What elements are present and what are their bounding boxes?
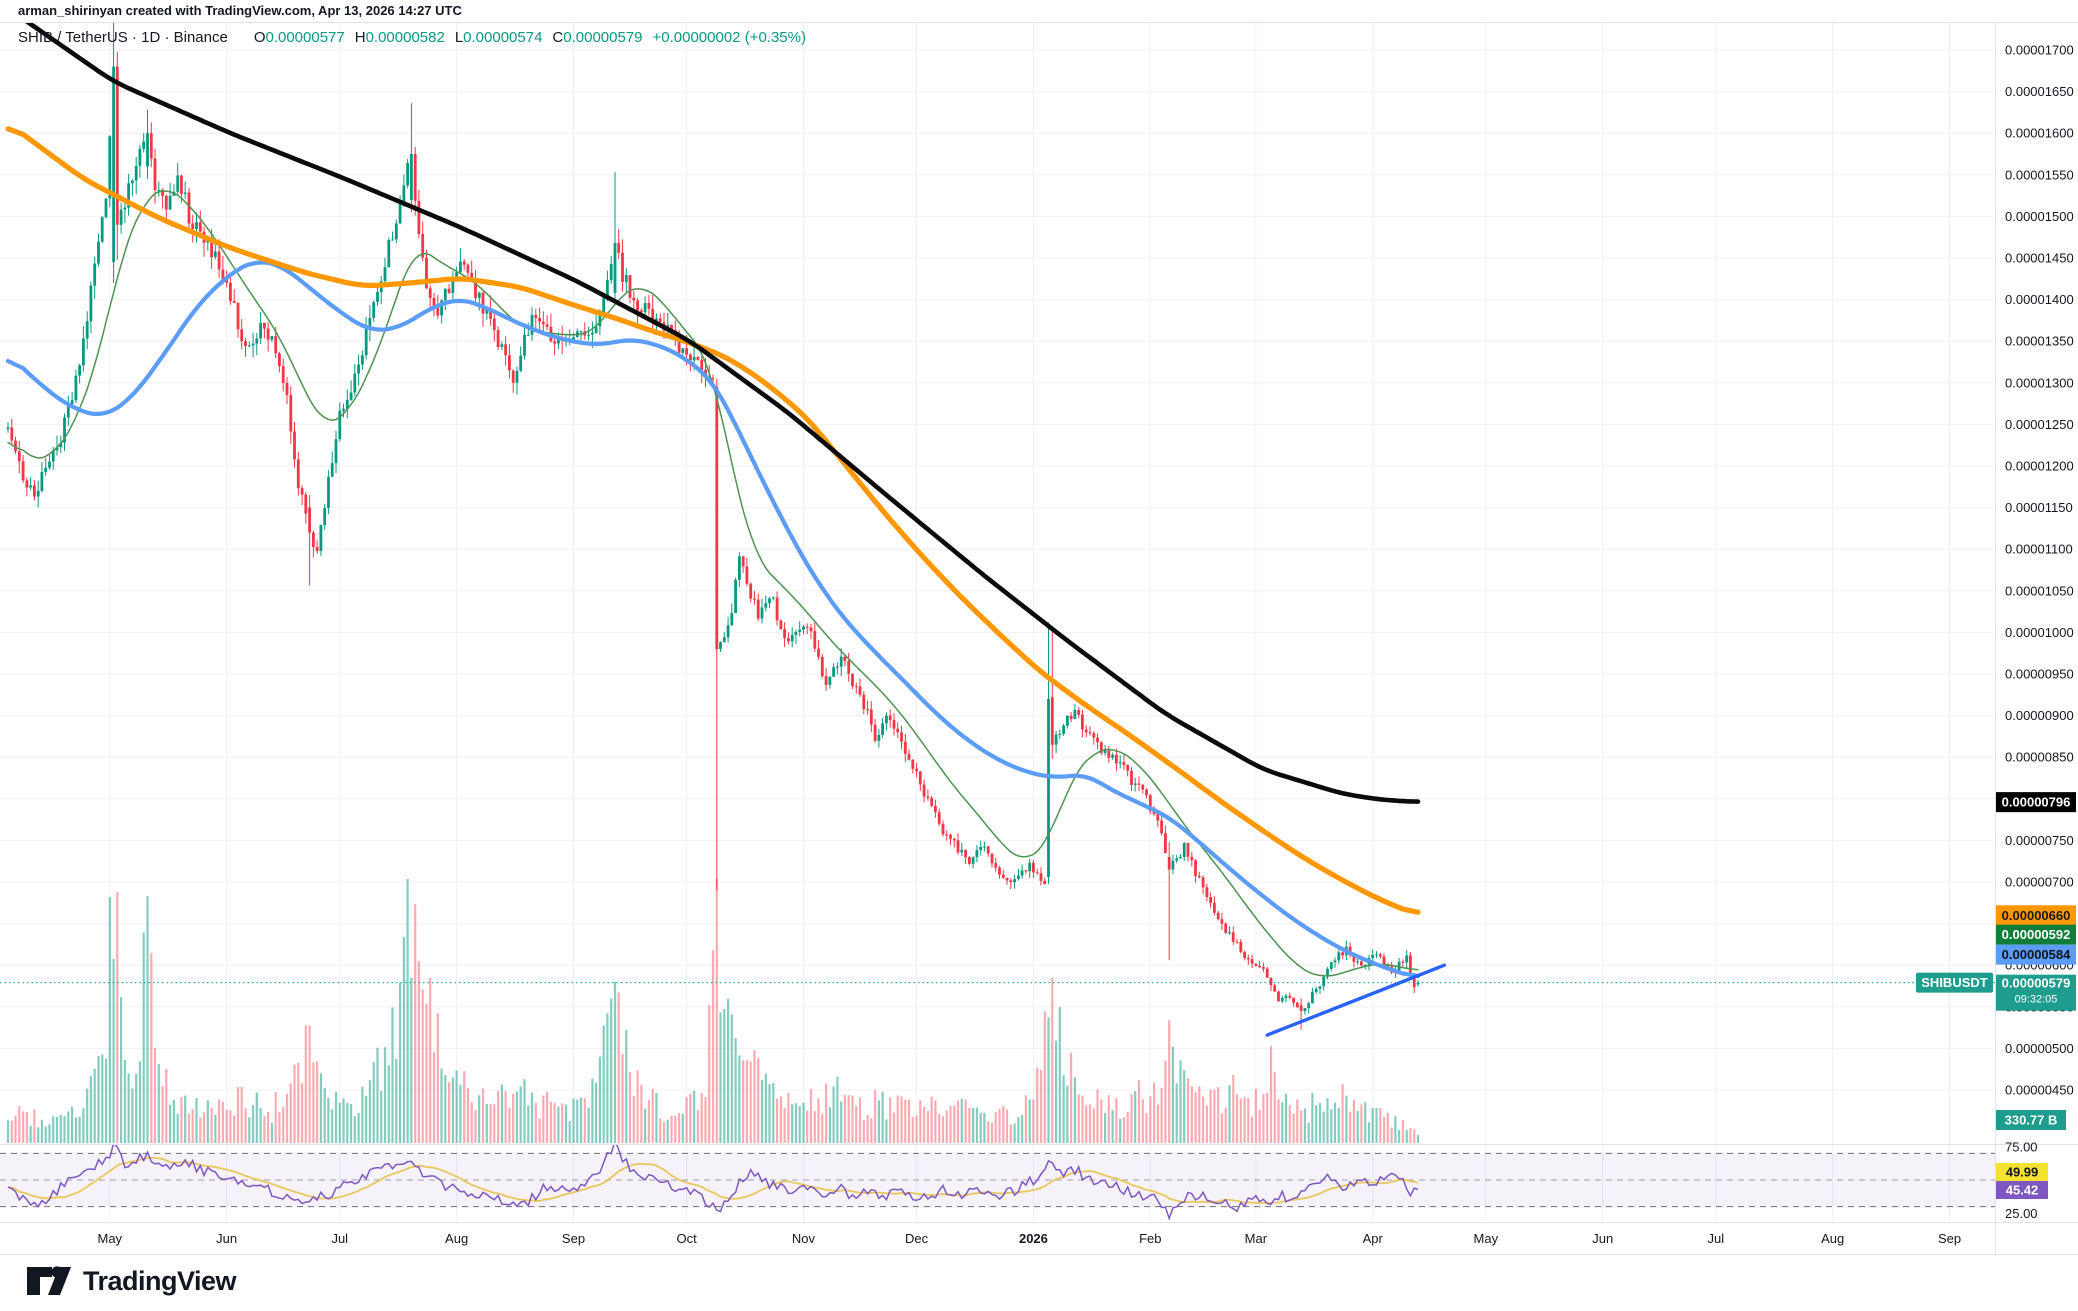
month-label: Jul <box>331 1231 348 1246</box>
price-tick: 0.00001350 <box>2005 334 2074 349</box>
price-tick: 0.00001600 <box>2005 126 2074 141</box>
svg-text:SHIBUSDT: SHIBUSDT <box>1921 975 1988 990</box>
month-label: Mar <box>1245 1231 1268 1246</box>
ma-fast-green <box>7 190 1419 977</box>
ma-long-price-label: 0.00000796 <box>1996 792 2076 813</box>
rsi-tick: 75.00 <box>2005 1139 2038 1154</box>
svg-text:45.42: 45.42 <box>2006 1183 2039 1198</box>
candlestick-series <box>6 22 1420 1030</box>
ma-100-price-label: 0.00000660 <box>1996 905 2076 926</box>
symbol-legend: SHIB / TetherUS · 1D · Binance O0.0000057… <box>18 29 806 46</box>
rsi-line <box>7 1145 1419 1221</box>
price-axis[interactable]: 0.000004500.000005000.000005500.00000600… <box>0 22 2078 1255</box>
month-label: May <box>98 1231 123 1246</box>
price-tick: 0.00001050 <box>2005 583 2074 598</box>
price-tick: 0.00001250 <box>2005 417 2074 432</box>
svg-text:0.00000592: 0.00000592 <box>2002 927 2071 942</box>
ma-long-black <box>23 22 1421 804</box>
price-tick: 0.00000450 <box>2005 1083 2074 1098</box>
close-value: 0.00000579 <box>563 29 643 46</box>
svg-text:0.00000579: 0.00000579 <box>2002 976 2071 991</box>
chart-canvas[interactable]: 0.000004500.000005000.000005500.00000600… <box>0 22 2078 1255</box>
price-tick: 0.00001300 <box>2005 375 2074 390</box>
price-tick: 0.00001000 <box>2005 625 2074 640</box>
symbol-title[interactable]: SHIB / TetherUS · 1D · Binance <box>18 29 228 46</box>
month-label: Aug <box>445 1231 468 1246</box>
ma-50-price-label: 0.00000584 <box>1996 944 2076 965</box>
ascending-trendline[interactable] <box>1265 963 1447 1037</box>
tradingview-logo-text: TradingView <box>83 1265 237 1296</box>
price-tick: 0.00001400 <box>2005 292 2074 307</box>
rsi-value-label: 45.42 <box>1996 1181 2048 1199</box>
svg-text:0.00000660: 0.00000660 <box>2002 908 2071 923</box>
volume-series <box>6 878 1420 1143</box>
ma-50-blue <box>5 260 1421 979</box>
rsi-pane <box>7 1145 1419 1221</box>
tradingview-logo-icon <box>27 1266 71 1295</box>
footer: TradingView <box>0 1255 2078 1311</box>
rsi-tick: 25.00 <box>2005 1206 2038 1221</box>
time-axis[interactable]: May Jun Jul Aug Sep Oct Nov Dec 2026 Feb Mar Apr May… <box>98 1231 1962 1246</box>
month-label: Aug <box>1821 1231 1844 1246</box>
month-label: Jun <box>216 1231 237 1246</box>
close-label: C <box>552 29 564 46</box>
high-label: H <box>354 29 366 46</box>
grid-layer <box>0 22 1995 1222</box>
price-tick: 0.00001150 <box>2005 500 2073 515</box>
month-label: May <box>1474 1231 1499 1246</box>
price-tick: 0.00000700 <box>2005 875 2074 890</box>
high-value: 0.00000582 <box>365 29 445 46</box>
month-label: Sep <box>1938 1231 1961 1246</box>
price-tick: 0.00000900 <box>2005 708 2074 723</box>
price-tick: 0.00001500 <box>2005 209 2074 224</box>
month-label: Jul <box>1707 1231 1724 1246</box>
volume-axis-label: 330.77 B <box>1996 1110 2066 1130</box>
tradingview-logo[interactable]: TradingView <box>26 1263 237 1299</box>
last-price-label: 0.00000579 09:32:05 <box>1996 974 2076 1011</box>
month-label: Nov <box>792 1231 816 1246</box>
ma-100-orange <box>5 126 1421 915</box>
symbol-axis-tag: SHIBUSDT <box>1916 972 1993 993</box>
month-label: Sep <box>562 1231 585 1246</box>
countdown-timer: 09:32:05 <box>2015 994 2058 1006</box>
change-value: +0.00000002 (+0.35%) <box>652 29 806 46</box>
svg-text:330.77 B: 330.77 B <box>2005 1113 2058 1128</box>
low-label: L <box>454 29 464 46</box>
svg-text:49.99: 49.99 <box>2006 1165 2039 1180</box>
ma-fast-price-label: 0.00000592 <box>1996 924 2076 945</box>
month-label: Apr <box>1363 1231 1384 1246</box>
rsi-ma-value-label: 49.99 <box>1996 1163 2048 1181</box>
attribution-text: arman_shirinyan created with TradingView… <box>18 3 462 18</box>
open-label: O <box>253 29 266 46</box>
low-value: 0.00000574 <box>463 29 543 46</box>
price-tick: 0.00001550 <box>2005 167 2074 182</box>
month-label: Oct <box>676 1231 697 1246</box>
open-value: 0.00000577 <box>265 29 345 46</box>
month-label: Dec <box>905 1231 929 1246</box>
price-tick: 0.00001700 <box>2005 43 2074 58</box>
svg-text:0.00000584: 0.00000584 <box>2002 947 2071 962</box>
month-label: Jun <box>1592 1231 1613 1246</box>
price-tick: 0.00001100 <box>2005 542 2073 557</box>
price-tick: 0.00000500 <box>2005 1041 2074 1056</box>
price-tick: 0.00000950 <box>2005 667 2074 682</box>
month-label: Feb <box>1139 1231 1161 1246</box>
price-tick: 0.00001650 <box>2005 84 2074 99</box>
month-label: 2026 <box>1019 1231 1048 1246</box>
price-tick: 0.00001200 <box>2005 459 2074 474</box>
chart-area[interactable]: 0.000004500.000005000.000005500.00000600… <box>0 22 2078 1255</box>
price-tick: 0.00000750 <box>2005 833 2074 848</box>
rsi-band <box>0 1152 1995 1208</box>
svg-text:0.00000796: 0.00000796 <box>2002 795 2071 810</box>
price-tick: 0.00000850 <box>2005 750 2074 765</box>
price-tick: 0.00001450 <box>2005 251 2074 266</box>
